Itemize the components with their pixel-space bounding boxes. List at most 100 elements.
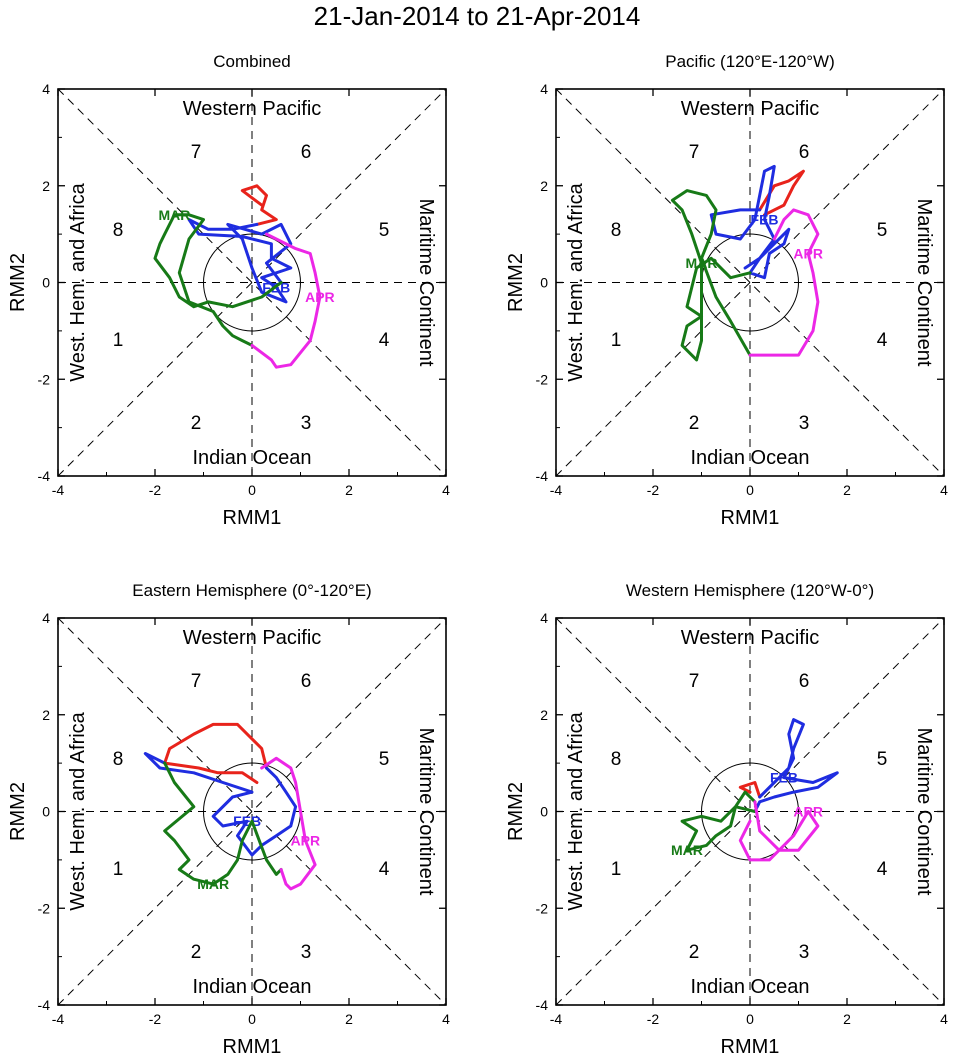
region-label-top: Western Pacific	[681, 627, 820, 649]
region-label-left: West. Hem. and Africa	[565, 182, 587, 381]
x-axis-label: RMM1	[223, 507, 282, 529]
figure-title: 21-Jan-2014 to 21-Apr-2014	[313, 1, 641, 31]
phase-number: 3	[301, 413, 312, 434]
region-label-left: West. Hem. and Africa	[565, 711, 587, 910]
phase-number: 2	[689, 942, 700, 963]
phase-number: 6	[799, 142, 810, 163]
unit-circle	[203, 233, 301, 332]
x-tick-label: -4	[550, 1011, 563, 1027]
trajectory-mar	[680, 790, 757, 852]
region-label-top: Western Pacific	[681, 98, 820, 120]
y-tick-label: -4	[38, 468, 51, 484]
phase-divider-line	[555, 617, 945, 1006]
region-label-top: Western Pacific	[183, 627, 322, 649]
region-label-bottom: Indian Ocean	[691, 447, 810, 469]
phase-divider-line	[555, 88, 945, 477]
x-tick-label: -2	[149, 1011, 162, 1027]
y-axis-label: RMM2	[7, 253, 29, 312]
phase-number: 6	[799, 671, 810, 692]
x-tick-label: -4	[52, 482, 65, 498]
region-label-top: Western Pacific	[183, 98, 322, 120]
trajectory-mar	[163, 761, 283, 886]
y-axis-label: RMM2	[7, 782, 29, 841]
y-tick-label: -4	[536, 997, 549, 1013]
month-label-feb: FEB	[751, 212, 779, 228]
phase-number: 5	[877, 220, 888, 241]
y-tick-label: 0	[42, 804, 50, 820]
month-label-apr: APR	[793, 804, 823, 820]
phase-number: 4	[379, 859, 390, 880]
y-tick-label: -2	[38, 900, 51, 916]
y-tick-label: 2	[42, 178, 50, 194]
trajectory-jan	[738, 781, 762, 799]
trajectory-mar	[153, 213, 283, 347]
phase-number: 8	[113, 220, 124, 241]
panel-title: Combined	[213, 52, 291, 71]
region-label-left: West. Hem. and Africa	[67, 182, 89, 381]
x-tick-label: 2	[345, 482, 353, 498]
trajectory-feb	[143, 752, 298, 857]
y-tick-label: 0	[42, 275, 50, 291]
month-label-feb: FEB	[233, 813, 261, 829]
month-label-apr: APR	[793, 245, 823, 261]
y-tick-label: 2	[42, 707, 50, 723]
x-tick-label: -2	[149, 482, 162, 498]
phase-number: 1	[611, 859, 622, 880]
phase-divider-line	[555, 88, 945, 477]
phase-number: 5	[379, 749, 390, 770]
region-label-bottom: Indian Ocean	[691, 976, 810, 998]
phase-number: 7	[191, 671, 202, 692]
phase-number: 1	[113, 859, 124, 880]
phase-number: 3	[301, 942, 312, 963]
y-tick-label: 2	[540, 178, 548, 194]
phase-number: 2	[191, 942, 202, 963]
panel-title: Western Hemisphere (120°W-0°)	[626, 581, 874, 600]
phase-number: 2	[689, 413, 700, 434]
phase-number: 2	[191, 413, 202, 434]
x-tick-label: 4	[442, 1011, 450, 1027]
month-label-feb: FEB	[770, 770, 798, 786]
phase-panel-4: Western Hemisphere (120°W-0°) -4-4 -2 -2 0 0 2…	[505, 581, 948, 1058]
month-label-mar: MAR	[671, 842, 703, 858]
y-tick-label: -4	[38, 997, 51, 1013]
trajectory-jan	[163, 722, 268, 784]
x-tick-label: -4	[52, 1011, 65, 1027]
panel-title: Eastern Hemisphere (0°-120°E)	[132, 581, 371, 600]
region-label-bottom: Indian Ocean	[193, 447, 312, 469]
y-tick-label: -2	[38, 371, 51, 387]
phase-number: 6	[301, 671, 312, 692]
phase-panel-3: Eastern Hemisphere (0°-120°E) -4-4 -2 -2 0 0 2…	[7, 581, 450, 1058]
y-tick-label: 4	[42, 610, 50, 626]
y-tick-label: -4	[536, 468, 549, 484]
y-tick-label: 4	[540, 610, 548, 626]
phase-number: 5	[877, 749, 888, 770]
x-tick-label: 0	[248, 1011, 256, 1027]
month-label-apr: APR	[291, 833, 321, 849]
x-tick-label: -2	[647, 1011, 660, 1027]
phase-number: 6	[301, 142, 312, 163]
x-axis-label: RMM1	[223, 1036, 282, 1058]
y-tick-label: 4	[540, 81, 548, 97]
x-tick-label: -4	[550, 482, 563, 498]
phase-divider-line	[57, 88, 447, 477]
y-axis-label: RMM2	[505, 782, 527, 841]
phase-number: 7	[191, 142, 202, 163]
phase-panel-2: Pacific (120°E-120°W) -4-4 -2 -2 0 0 2 2 4 4 RMM1 R…	[505, 52, 948, 529]
trajectory-apr	[748, 208, 820, 357]
month-label-mar: MAR	[686, 255, 718, 271]
trajectory-feb	[753, 718, 839, 813]
trajectory-apr	[250, 232, 322, 369]
y-tick-label: 4	[42, 81, 50, 97]
y-axis-label: RMM2	[505, 253, 527, 312]
trajectory-jan	[758, 169, 805, 217]
x-tick-label: 4	[940, 482, 948, 498]
phase-number: 4	[877, 330, 888, 351]
y-tick-label: 0	[540, 275, 548, 291]
phase-divider-line	[57, 617, 447, 1006]
x-tick-label: -2	[647, 482, 660, 498]
region-label-right: Maritime Continent	[913, 728, 935, 896]
y-tick-label: 2	[540, 707, 548, 723]
phase-divider-line	[57, 617, 447, 1006]
y-tick-label: -2	[536, 900, 549, 916]
month-label-apr: APR	[305, 289, 335, 305]
